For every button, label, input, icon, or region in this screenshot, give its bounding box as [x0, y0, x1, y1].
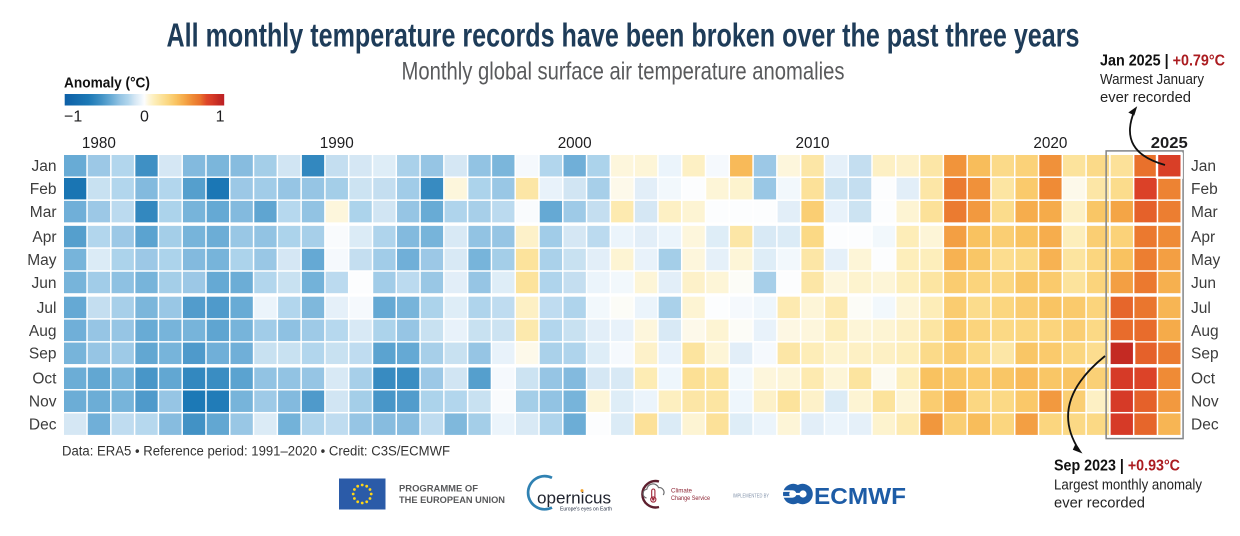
svg-text:Dec: Dec	[29, 417, 57, 434]
svg-text:Monthly global surface air tem: Monthly global surface air temperature a…	[402, 58, 845, 86]
svg-text:Aug: Aug	[29, 323, 57, 340]
svg-text:0: 0	[140, 109, 149, 126]
svg-text:2020: 2020	[1033, 135, 1067, 152]
svg-text:2000: 2000	[558, 135, 592, 152]
svg-text:Jul: Jul	[1191, 300, 1211, 317]
svg-text:May: May	[27, 252, 57, 269]
svg-text:Sep: Sep	[1191, 346, 1219, 363]
svg-text:Jul: Jul	[37, 300, 57, 317]
svg-text:Sep: Sep	[29, 346, 57, 363]
svg-text:Europe's eyes on Earth: Europe's eyes on Earth	[560, 507, 612, 513]
svg-text:2025: 2025	[1151, 135, 1188, 152]
svg-text:Jun: Jun	[1191, 275, 1216, 292]
svg-text:Dec: Dec	[1191, 417, 1219, 434]
svg-text:Jan: Jan	[32, 158, 57, 175]
svg-text:Jun: Jun	[32, 275, 57, 292]
svg-text:1990: 1990	[320, 135, 354, 152]
svg-text:−1: −1	[64, 109, 82, 126]
svg-text:Oct: Oct	[32, 371, 57, 388]
svg-text:1: 1	[216, 109, 225, 126]
svg-text:Warmest January: Warmest January	[1100, 71, 1204, 88]
svg-text:PROGRAMME OF: PROGRAMME OF	[399, 484, 478, 494]
svg-text:Data: ERA5 • Reference period:: Data: ERA5 • Reference period: 1991–2020…	[62, 444, 450, 459]
svg-text:THE EUROPEAN UNION: THE EUROPEAN UNION	[399, 495, 505, 505]
svg-text:ever recorded: ever recorded	[1100, 89, 1191, 106]
svg-text:All monthly temperature record: All monthly temperature records have bee…	[167, 17, 1080, 54]
svg-text:Aug: Aug	[1191, 323, 1219, 340]
svg-text:Mar: Mar	[1191, 204, 1218, 221]
svg-text:Mar: Mar	[30, 204, 57, 221]
svg-text:2010: 2010	[796, 135, 830, 152]
svg-text:Sep 2023 | +0.93°C: Sep 2023 | +0.93°C	[1054, 458, 1180, 475]
svg-text:opernicus: opernicus	[537, 490, 611, 508]
svg-text:ever recorded: ever recorded	[1054, 495, 1145, 512]
svg-text:Jan: Jan	[1191, 158, 1216, 175]
svg-text:Feb: Feb	[30, 181, 57, 198]
svg-text:Apr: Apr	[32, 229, 56, 246]
svg-text:Climate: Climate	[671, 489, 693, 495]
svg-text:Oct: Oct	[1191, 371, 1216, 388]
svg-text:1980: 1980	[82, 135, 116, 152]
svg-text:ECMWF: ECMWF	[814, 483, 906, 509]
svg-text:IMPLEMENTED BY: IMPLEMENTED BY	[733, 493, 769, 499]
svg-text:Feb: Feb	[1191, 181, 1218, 198]
svg-text:Apr: Apr	[1191, 229, 1215, 246]
svg-text:Nov: Nov	[1191, 394, 1219, 411]
svg-text:Largest monthly anomaly: Largest monthly anomaly	[1054, 477, 1202, 494]
svg-text:Anomaly (°C): Anomaly (°C)	[64, 76, 150, 92]
svg-text:Change Service: Change Service	[671, 496, 711, 502]
svg-text:Jan 2025 | +0.79°C: Jan 2025 | +0.79°C	[1100, 53, 1225, 70]
svg-text:Nov: Nov	[29, 394, 57, 411]
svg-text:May: May	[1191, 252, 1221, 269]
